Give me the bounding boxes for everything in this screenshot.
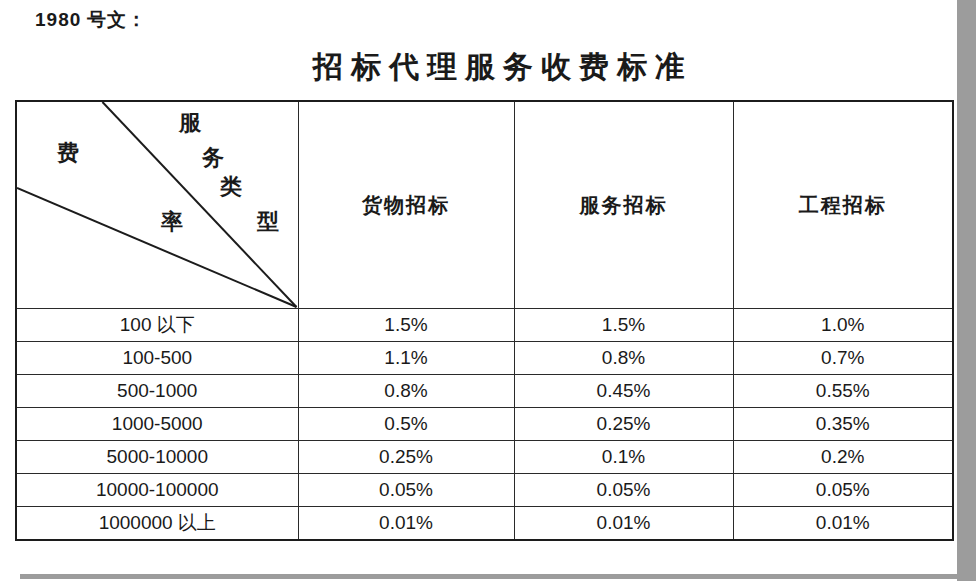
range-cell: 1000000 以上: [16, 507, 298, 541]
fee-cell: 0.05%: [298, 474, 514, 507]
range-cell: 1000-5000: [16, 408, 298, 441]
corner-axis-rate-char: 费: [57, 142, 79, 164]
table-row: 5000-10000 0.25% 0.1% 0.2%: [16, 441, 953, 474]
col-header-service: 服务招标: [514, 101, 733, 309]
corner-axis-rate-char: 率: [161, 211, 183, 233]
header-row: 服 务 类 型 费 率 中标金额（万元） 货物招标 服务招标 工程招标: [16, 101, 953, 309]
page-edge-bottom: [20, 574, 976, 579]
fee-cell: 0.01%: [298, 507, 514, 541]
range-cell: 500-1000: [16, 375, 298, 408]
page-title: 招标代理服务收费标准: [313, 47, 693, 88]
table-row: 1000-5000 0.5% 0.25% 0.35%: [16, 408, 953, 441]
fee-cell: 0.05%: [733, 474, 953, 507]
corner-axis-type-char: 型: [257, 211, 279, 233]
fee-cell: 0.01%: [733, 507, 953, 541]
fee-table: 服 务 类 型 费 率 中标金额（万元） 货物招标 服务招标 工程招标 100 …: [15, 100, 954, 541]
table-row: 100 以下 1.5% 1.5% 1.0%: [16, 309, 953, 342]
fee-cell: 0.25%: [298, 441, 514, 474]
table-row: 10000-100000 0.05% 0.05% 0.05%: [16, 474, 953, 507]
fee-cell: 0.25%: [514, 408, 733, 441]
doc-ref-number: 1980: [35, 9, 81, 30]
fee-cell: 0.55%: [733, 375, 953, 408]
fee-cell: 0.35%: [733, 408, 953, 441]
doc-ref-suffix: 号文：: [81, 9, 147, 30]
col-header-goods: 货物招标: [298, 101, 514, 309]
corner-axis-type-char: 务: [202, 147, 224, 169]
range-cell: 100 以下: [16, 309, 298, 342]
fee-cell: 0.05%: [514, 474, 733, 507]
doc-ref: 1980 号文：: [35, 7, 147, 33]
table-row: 1000000 以上 0.01% 0.01% 0.01%: [16, 507, 953, 541]
fee-cell: 0.1%: [514, 441, 733, 474]
range-cell: 5000-10000: [16, 441, 298, 474]
table-row: 500-1000 0.8% 0.45% 0.55%: [16, 375, 953, 408]
range-cell: 10000-100000: [16, 474, 298, 507]
page-edge-right: [957, 0, 976, 581]
corner-axis-type-char: 服: [179, 112, 201, 134]
fee-cell: 1.0%: [733, 309, 953, 342]
fee-cell: 1.5%: [298, 309, 514, 342]
fee-cell: 0.01%: [514, 507, 733, 541]
col-header-works: 工程招标: [733, 101, 953, 309]
fee-cell: 0.8%: [298, 375, 514, 408]
range-cell: 100-500: [16, 342, 298, 375]
table-row: 100-500 1.1% 0.8% 0.7%: [16, 342, 953, 375]
fee-cell: 0.7%: [733, 342, 953, 375]
fee-cell: 1.1%: [298, 342, 514, 375]
fee-cell: 0.45%: [514, 375, 733, 408]
diagonal-lines: [17, 102, 298, 308]
fee-cell: 0.2%: [733, 441, 953, 474]
corner-header-cell: 服 务 类 型 费 率 中标金额（万元）: [16, 101, 298, 309]
corner-axis-type-char: 类: [220, 176, 242, 198]
fee-cell: 0.8%: [514, 342, 733, 375]
fee-cell: 0.5%: [298, 408, 514, 441]
fee-cell: 1.5%: [514, 309, 733, 342]
